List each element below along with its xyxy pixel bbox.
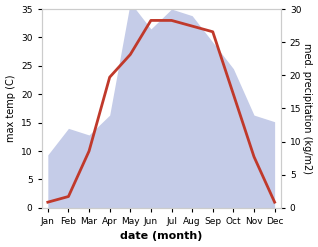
Y-axis label: max temp (C): max temp (C): [5, 75, 16, 142]
Y-axis label: med. precipitation (kg/m2): med. precipitation (kg/m2): [302, 43, 313, 174]
X-axis label: date (month): date (month): [120, 231, 203, 242]
